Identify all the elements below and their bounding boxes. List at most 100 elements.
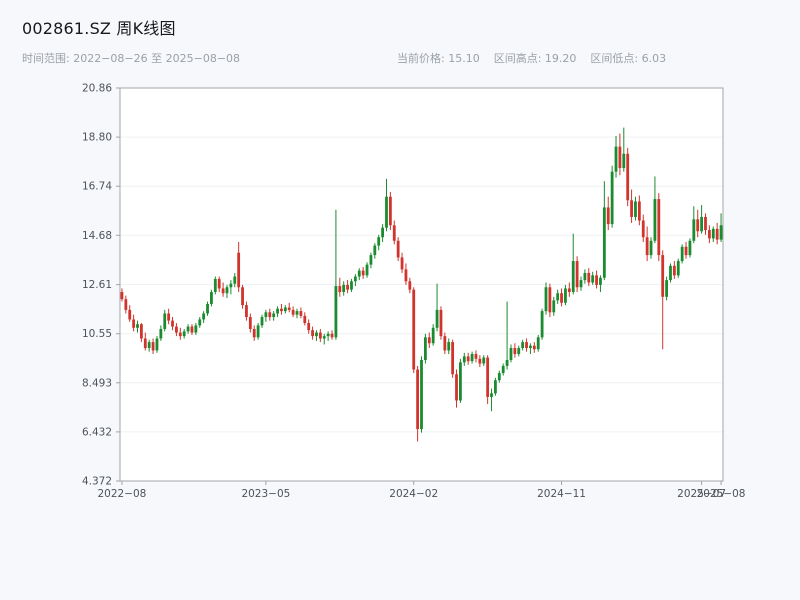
candle [599,275,602,293]
candles [120,127,723,442]
chart-title: 002861.SZ 周K线图 [22,19,176,38]
candle [649,237,653,259]
candle [622,127,626,172]
candle [178,327,182,340]
candle [295,308,299,319]
candle [357,268,361,281]
candle [707,225,711,244]
candle [427,332,431,349]
candle [120,288,124,302]
candle [560,288,563,307]
candle [175,323,178,337]
candle [602,181,606,281]
candle [595,270,598,289]
candle [587,268,591,287]
candle [451,339,455,378]
candle [653,176,657,244]
candle [132,314,136,332]
candle [326,331,330,341]
candle [241,284,244,309]
candle [124,295,128,314]
candle [260,314,264,328]
candle [536,334,540,352]
candle [704,213,707,235]
candle [136,320,139,333]
x-tick-label: 2022−08 [97,488,146,500]
candle [719,213,723,242]
candle [416,365,420,442]
candle [711,226,715,242]
candle [486,355,490,405]
candle [474,350,478,363]
candle [143,332,147,351]
candle [233,272,237,288]
candle [198,317,202,328]
candle [630,189,633,223]
x-tick-label: 2024−02 [389,488,438,500]
candle [591,271,595,285]
candle [377,234,381,251]
candle [637,195,641,226]
candle [470,351,474,364]
candle [361,267,365,279]
candle [287,302,291,313]
candle [509,344,513,363]
candle [423,333,427,364]
candle [252,325,256,341]
candle [245,301,248,321]
candle [634,196,637,221]
candle [388,191,392,231]
candle [225,284,229,298]
subtitle-row: 时间范围: 2022−08−26 至 2025−08−08 当前价格: 15.1… [0,50,800,66]
candle [614,135,618,178]
candle [182,328,186,339]
candle [139,323,143,343]
candle [151,338,155,355]
y-tick-label: 4.372 [82,476,112,488]
candle [404,263,408,285]
x-tick-label: 2023−05 [241,488,290,500]
candle [206,301,209,316]
candle [186,324,190,334]
candle [346,280,349,294]
candle [338,277,342,297]
candle [330,330,334,340]
candle [497,370,501,383]
candle [688,238,692,258]
candle [202,311,206,324]
candle [256,323,260,340]
candle [221,282,225,297]
candle [229,280,233,295]
candle [544,282,548,315]
y-tick-label: 6.432 [82,426,112,438]
candle [373,243,377,259]
candle [365,262,369,278]
candle [661,250,665,350]
candle [478,355,482,368]
candle [291,306,295,318]
candle [194,323,198,335]
candle [665,276,668,301]
candle [672,261,676,279]
candle [412,287,416,374]
candle [190,324,194,335]
candle [513,343,517,358]
candle [680,244,684,264]
candle [248,313,252,333]
candle [575,256,579,293]
x-axis-labels: 2022−08 2023−05 2024−02 2024−11 2025−072025−… [97,481,746,500]
candle [213,276,217,295]
y-tick-label: 14.68 [82,230,112,242]
candle [147,339,151,352]
candle [128,305,132,322]
candle [155,336,159,353]
candle [311,326,314,340]
y-axis-labels: 4.372 6.432 8.493 10.55 12.61 14.68 16.74 18.80… [82,83,120,488]
candle [283,305,287,314]
candle [692,206,696,244]
date-range-label: 时间范围: 2022−08−26 至 2025−08−08 [22,52,241,65]
candle [700,205,704,234]
candle [715,222,719,245]
candle [505,301,509,370]
candle [548,283,552,318]
